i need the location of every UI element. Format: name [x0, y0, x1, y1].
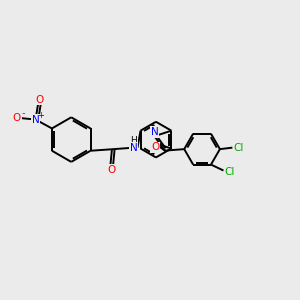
Text: N: N	[130, 143, 137, 153]
Text: O: O	[35, 94, 44, 105]
Text: O: O	[107, 165, 116, 175]
Text: O: O	[151, 142, 159, 152]
Text: +: +	[38, 111, 44, 120]
Text: N: N	[32, 115, 40, 124]
Text: Cl: Cl	[234, 142, 244, 153]
Text: H: H	[130, 136, 137, 145]
Text: O: O	[12, 113, 21, 123]
Text: Cl: Cl	[225, 167, 235, 177]
Text: -: -	[21, 109, 25, 118]
Text: N: N	[151, 127, 158, 137]
